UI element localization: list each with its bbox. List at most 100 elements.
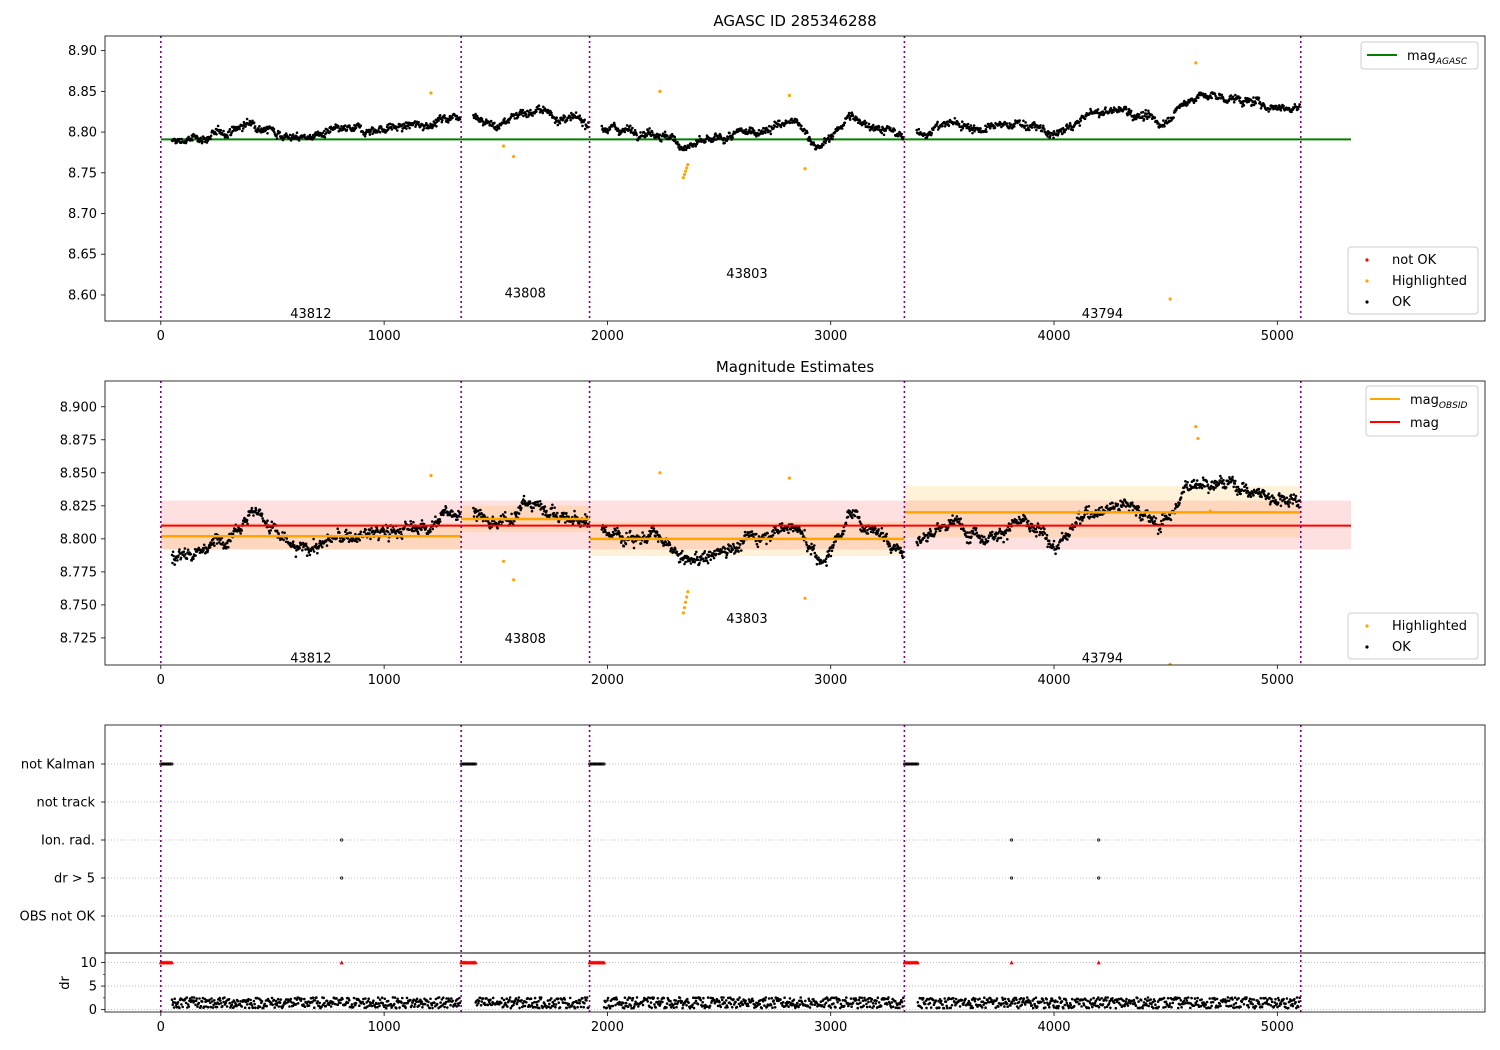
ok-point xyxy=(1156,532,1160,536)
ok-point xyxy=(851,114,855,117)
ok-point xyxy=(215,133,218,136)
ok-point xyxy=(228,129,231,133)
highlighted-point xyxy=(682,605,687,610)
ok-point xyxy=(1145,112,1149,115)
ok-point xyxy=(936,522,939,525)
ok-point xyxy=(1228,97,1231,101)
ok-point xyxy=(877,126,881,129)
ok-point xyxy=(1185,483,1188,487)
ok-point xyxy=(767,124,771,128)
ok-point xyxy=(858,515,861,519)
ok-point xyxy=(642,534,646,537)
ok-point xyxy=(951,514,954,517)
ok-point xyxy=(1249,495,1253,499)
ok-point xyxy=(651,130,654,134)
ok-point xyxy=(1017,515,1021,519)
ok-point xyxy=(604,530,607,534)
ok-point xyxy=(585,515,589,518)
ok-point xyxy=(812,141,815,144)
dr-point xyxy=(184,1001,188,1005)
ok-point xyxy=(1041,533,1044,537)
flag-mark xyxy=(598,762,602,766)
dr-point xyxy=(354,1001,358,1005)
ok-point xyxy=(900,132,903,136)
ok-point xyxy=(755,135,758,138)
ok-point xyxy=(863,530,867,533)
ok-point xyxy=(221,543,224,546)
ok-point xyxy=(1111,501,1114,505)
dr-point xyxy=(449,1003,452,1007)
ok-point xyxy=(675,550,679,554)
ok-point xyxy=(548,113,552,117)
dr-point xyxy=(649,996,652,1000)
dr-point xyxy=(530,1004,533,1007)
ok-point xyxy=(172,554,175,558)
dr-point xyxy=(626,1005,630,1009)
dr-point xyxy=(650,1006,653,1010)
x-tick-label: 2000 xyxy=(591,329,624,344)
ok-point xyxy=(342,538,346,541)
ok-point xyxy=(1195,486,1198,490)
legend-marker-not-ok xyxy=(1365,258,1369,262)
ok-point xyxy=(1219,474,1222,478)
ok-point xyxy=(648,127,651,130)
ok-point xyxy=(735,546,739,550)
dr-point xyxy=(367,997,371,1000)
ok-point xyxy=(968,531,972,534)
ok-point xyxy=(600,528,604,531)
ok-point xyxy=(969,541,972,544)
ok-point xyxy=(261,517,264,520)
ok-point xyxy=(788,121,792,124)
highlighted-point xyxy=(685,166,689,170)
ok-point xyxy=(712,556,716,560)
ok-point xyxy=(1164,119,1168,122)
ok-point xyxy=(344,124,347,127)
dr-point xyxy=(208,998,211,1002)
ok-point xyxy=(782,529,786,532)
ok-point xyxy=(1042,124,1045,128)
dr-point xyxy=(180,1003,183,1006)
ok-point xyxy=(807,139,810,142)
dr-point xyxy=(296,1002,300,1005)
ok-point xyxy=(1150,517,1154,520)
dr-point xyxy=(551,1000,554,1004)
ok-point xyxy=(704,140,707,144)
ok-point xyxy=(782,124,786,128)
ok-point xyxy=(183,555,186,558)
x-tick-label: 0 xyxy=(157,673,165,688)
ok-point xyxy=(652,527,656,530)
ok-point xyxy=(503,117,506,120)
ok-point xyxy=(804,541,808,544)
ok-point xyxy=(583,127,587,131)
ok-point xyxy=(649,532,652,535)
dr-point xyxy=(477,999,481,1003)
ok-point xyxy=(693,553,697,556)
dr-point xyxy=(222,1000,225,1004)
ok-point xyxy=(186,548,190,552)
dr-point xyxy=(535,1000,538,1004)
ok-point xyxy=(1204,92,1207,96)
ok-point xyxy=(1231,475,1234,479)
dr-point xyxy=(350,1003,354,1006)
ok-point xyxy=(999,536,1003,540)
ok-point xyxy=(778,119,781,123)
ok-point xyxy=(930,131,933,135)
ok-point xyxy=(1224,486,1228,489)
ok-point xyxy=(345,128,349,132)
ok-point xyxy=(584,521,588,524)
ok-point xyxy=(285,537,289,540)
ok-point xyxy=(679,551,683,555)
ok-point xyxy=(359,532,362,536)
ok-point xyxy=(1272,496,1276,500)
dr-point xyxy=(421,1006,424,1009)
ok-point xyxy=(1113,506,1116,509)
ok-point xyxy=(520,111,524,115)
ok-point xyxy=(358,538,362,542)
dr-point xyxy=(477,1002,480,1005)
flag-mark xyxy=(471,762,475,766)
dr-point xyxy=(331,1001,335,1004)
ok-point xyxy=(841,532,845,536)
ok-point xyxy=(441,118,444,122)
dr-point xyxy=(550,997,553,1000)
